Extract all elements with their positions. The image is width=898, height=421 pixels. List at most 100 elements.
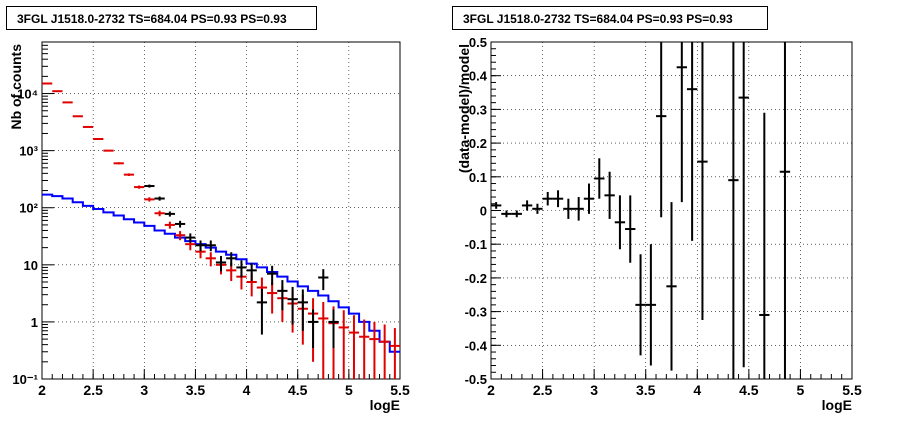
model-point [62,101,73,104]
y-tick-label: 10⁻¹ [12,372,38,387]
data-point [318,269,329,291]
x-axis-label: logE [822,397,852,413]
data-point [635,254,646,356]
model-point [82,125,94,128]
data-point [164,211,175,217]
data-point [256,288,268,335]
data-point [604,171,615,219]
data-point [645,244,657,366]
data-point [542,191,553,206]
model-point [123,173,135,176]
model-point [134,185,145,189]
data-point [552,190,564,208]
x-tick-label: 2 [487,382,495,398]
model-point [174,231,186,241]
data-point [594,158,605,199]
x-axis-label: logE [370,397,400,413]
data-point [563,198,574,219]
model-step-line [42,193,400,353]
data-point [738,42,749,368]
data-point [511,210,522,218]
data-point [491,202,502,209]
y-tick-label: 0 [480,204,487,219]
data-point [656,42,667,218]
x-tick-label: 4.5 [739,382,759,398]
model-point [369,321,380,379]
right-chart-title: 3FGL J1518.0-2732 TS=684.04 PS=0.93 PS=0… [452,6,768,30]
x-tick-label: 3 [140,382,148,398]
y-tick-label: 10² [19,201,38,216]
data-point [686,42,698,241]
y-tick-label: 0.3 [469,102,487,117]
data-point [759,112,770,379]
data-point [267,265,278,286]
x-tick-label: 4 [243,382,251,398]
y-tick-label: -0.4 [465,338,488,353]
data-point [573,197,584,221]
data-point [521,200,533,211]
data-point [779,42,791,379]
data-point [226,252,237,267]
y-tick-label: 10³ [19,144,38,159]
data-point [236,260,247,278]
model-point [267,282,278,314]
data-point [307,309,319,348]
model-point [113,162,124,165]
model-point [348,315,360,379]
data-point [287,286,298,325]
data-point [144,184,155,188]
model-point [93,137,104,140]
data-point [297,289,308,331]
y-tick-label: 0.4 [469,69,488,84]
y-tick-label: -0.5 [465,372,487,387]
y-tick-label: -0.1 [465,237,487,252]
x-tick-label: 3 [590,382,598,398]
x-tick-label: 5.5 [390,382,410,398]
model-point [379,324,390,379]
data-point [676,42,687,203]
y-tick-label: 0.1 [469,170,487,185]
model-point [144,197,155,202]
x-tick-label: 5 [345,382,353,398]
data-point [205,240,216,252]
data-point [697,42,708,321]
x-tick-label: 4 [693,382,701,398]
data-point [583,183,595,214]
data-point [625,195,636,263]
data-point [328,309,339,348]
y-tick-label: 0.2 [469,136,487,151]
model-point [318,302,329,379]
data-point [215,255,227,272]
data-point [501,210,512,218]
model-point [205,252,216,267]
left-chart-title: 3FGL J1518.0-2732 TS=684.04 PS=0.93 PS=0… [6,6,317,30]
y-axis-label: Nb of counts [8,44,24,130]
x-tick-label: 5.5 [842,382,862,398]
data-point [277,280,288,311]
y-tick-label: 1 [31,315,38,330]
x-tick-label: 4.5 [288,382,308,398]
model-point [72,115,83,118]
y-tick-label: 10 [24,258,38,273]
x-tick-label: 2 [38,382,46,398]
x-tick-label: 5 [797,382,805,398]
y-tick-label: -0.2 [465,271,487,286]
data-point [246,262,257,282]
data-point [185,233,196,243]
x-tick-label: 2.5 [533,382,553,398]
data-point [532,203,543,214]
x-tick-label: 3.5 [186,382,206,398]
y-tick-label: 0.5 [469,35,487,50]
y-tick-label: 10⁴ [17,87,38,102]
model-point [154,210,165,217]
x-tick-label: 2.5 [83,382,103,398]
y-tick-label: -0.3 [465,305,487,320]
plot-frame [41,41,401,380]
data-point [154,196,165,201]
x-tick-label: 3.5 [636,382,656,398]
data-point [728,42,739,379]
model-point [103,149,114,152]
